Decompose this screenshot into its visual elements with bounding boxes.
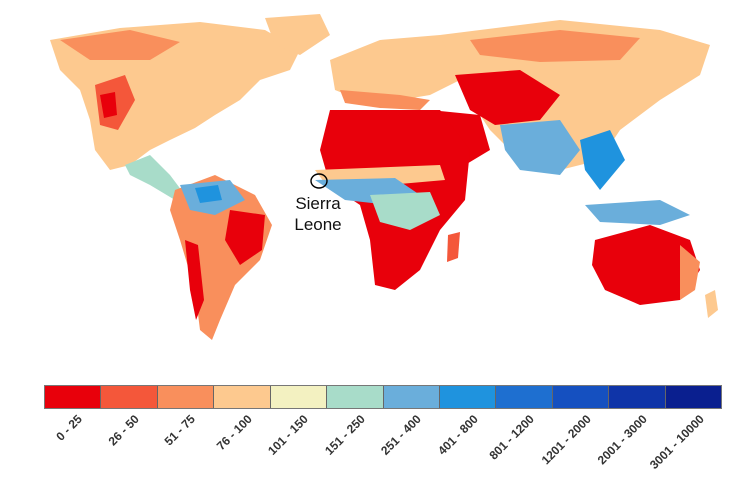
legend-tick-label: 1201 - 2000 (538, 412, 594, 468)
congo-basin (370, 192, 440, 230)
siberia-arid (470, 30, 640, 62)
legend-swatch (383, 386, 440, 408)
amazon-core (195, 185, 222, 203)
central-asia-desert (455, 70, 560, 125)
legend-color-bar (44, 385, 722, 409)
legend-swatch (270, 386, 328, 408)
legend-swatch (214, 386, 271, 408)
legend-swatch (439, 386, 497, 408)
legend-tick-label: 251 - 400 (378, 412, 424, 458)
legend-tick-label: 401 - 800 (434, 412, 481, 458)
madagascar (447, 232, 460, 262)
legend-swatch (496, 386, 553, 408)
australia-land (592, 225, 700, 305)
north-america-desert (100, 92, 117, 118)
legend-swatch (552, 386, 610, 408)
southeast-asia-wet (580, 130, 625, 190)
legend-tick-label: 26 - 50 (105, 412, 142, 449)
new-zealand (705, 290, 718, 318)
legend-swatch (157, 386, 215, 408)
legend-tick-label: 76 - 100 (213, 412, 255, 454)
south-asia-wet (500, 120, 580, 175)
legend-tick-label: 0 - 25 (53, 412, 85, 444)
brazil-dry (225, 210, 265, 265)
europe-south (340, 90, 430, 110)
legend-swatch (45, 386, 102, 408)
legend-swatch (101, 386, 158, 408)
legend-tick-label: 151 - 250 (321, 412, 368, 458)
callout-line2: Leone (294, 215, 342, 234)
callout-line1: Sierra (295, 194, 341, 213)
sierra-leone-marker (310, 173, 328, 189)
europe-land (330, 35, 470, 100)
legend-tick-label: 3001 - 10000 (646, 412, 707, 472)
legend-swatch (665, 386, 722, 408)
australia-east (680, 245, 700, 300)
canada-north (60, 30, 180, 60)
world-map (50, 14, 718, 340)
legend-tick-label: 2001 - 3000 (594, 412, 650, 468)
legend-swatch (327, 386, 384, 408)
legend-tick-label: 51 - 75 (161, 412, 198, 449)
legend-labels: 0 - 25 26 - 50 51 - 75 76 - 100 101 - 150 151… (44, 412, 722, 487)
indonesia-islands (585, 200, 690, 225)
legend-tick-label: 801 - 1200 (486, 412, 537, 463)
legend-swatch (609, 386, 666, 408)
sierra-leone-label: Sierra Leone (283, 193, 353, 235)
atacama-desert (185, 240, 204, 320)
greenland-land (265, 14, 330, 55)
legend-tick-label: 101 - 150 (265, 412, 311, 458)
central-america-land (125, 155, 185, 200)
